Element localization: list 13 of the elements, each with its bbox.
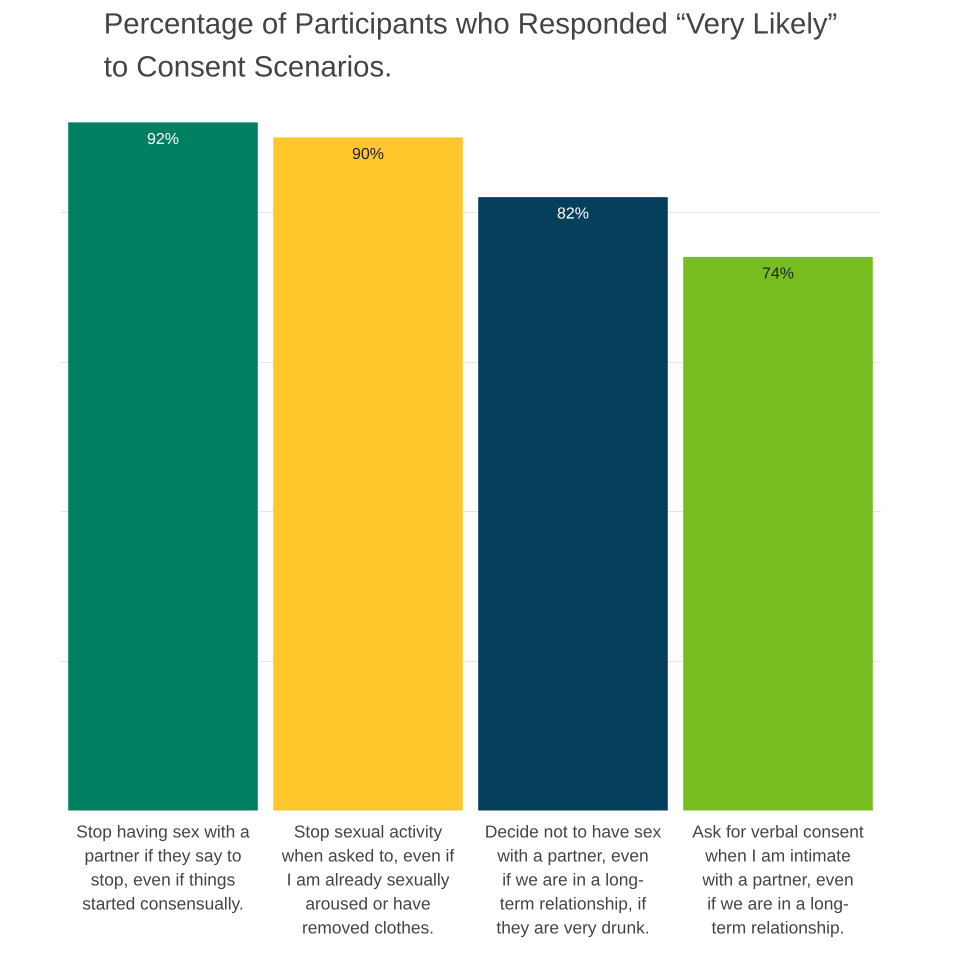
data-label: 90% [352, 146, 384, 163]
bar [68, 122, 258, 810]
x-tick-label: Ask for verbal consent when I am intimate with a partner, even if we are in a long-term relationship. [692, 822, 864, 938]
data-label: 92% [146, 130, 180, 148]
x-tick-label: Decide not to have sex with a partner, even if we are in a long-term relationship, if they are very drunk. [484, 822, 662, 938]
chart-title: Percentage of Participants who Responded “Very Likely” to Consent Scenarios. [104, 8, 838, 84]
data-label: 82% [556, 206, 590, 223]
bar [273, 137, 463, 810]
x-tick-label: Stop sexual activity when asked to, even if I am already sexually aroused or have removed clothes. [280, 822, 454, 938]
data-label: 74% [762, 265, 794, 282]
bar [478, 197, 668, 810]
bar [683, 256, 873, 810]
x-tick-label: Stop having sex with a partner if they say to stop, even if things started consensually. [76, 822, 250, 914]
